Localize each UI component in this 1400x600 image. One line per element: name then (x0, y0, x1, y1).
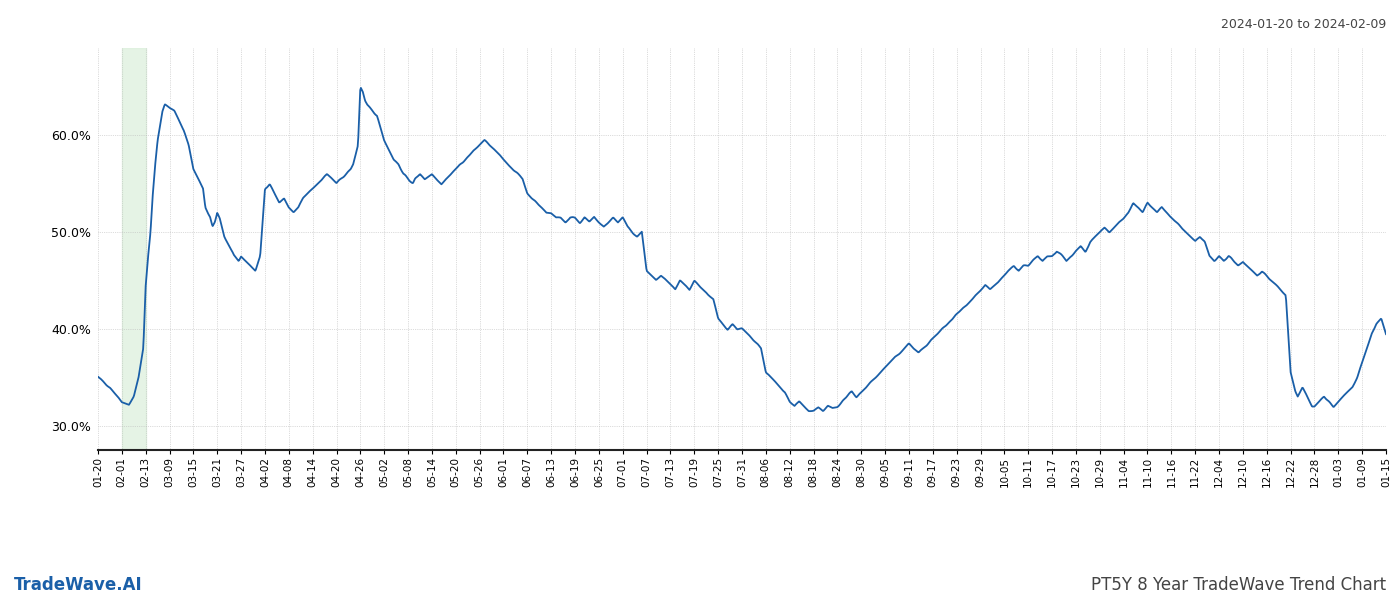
Bar (122, 48, 146, 450)
Text: PT5Y 8 Year TradeWave Trend Chart: PT5Y 8 Year TradeWave Trend Chart (1091, 576, 1386, 594)
Text: TradeWave.AI: TradeWave.AI (14, 576, 143, 594)
Text: 2024-01-20 to 2024-02-09: 2024-01-20 to 2024-02-09 (1221, 18, 1386, 31)
